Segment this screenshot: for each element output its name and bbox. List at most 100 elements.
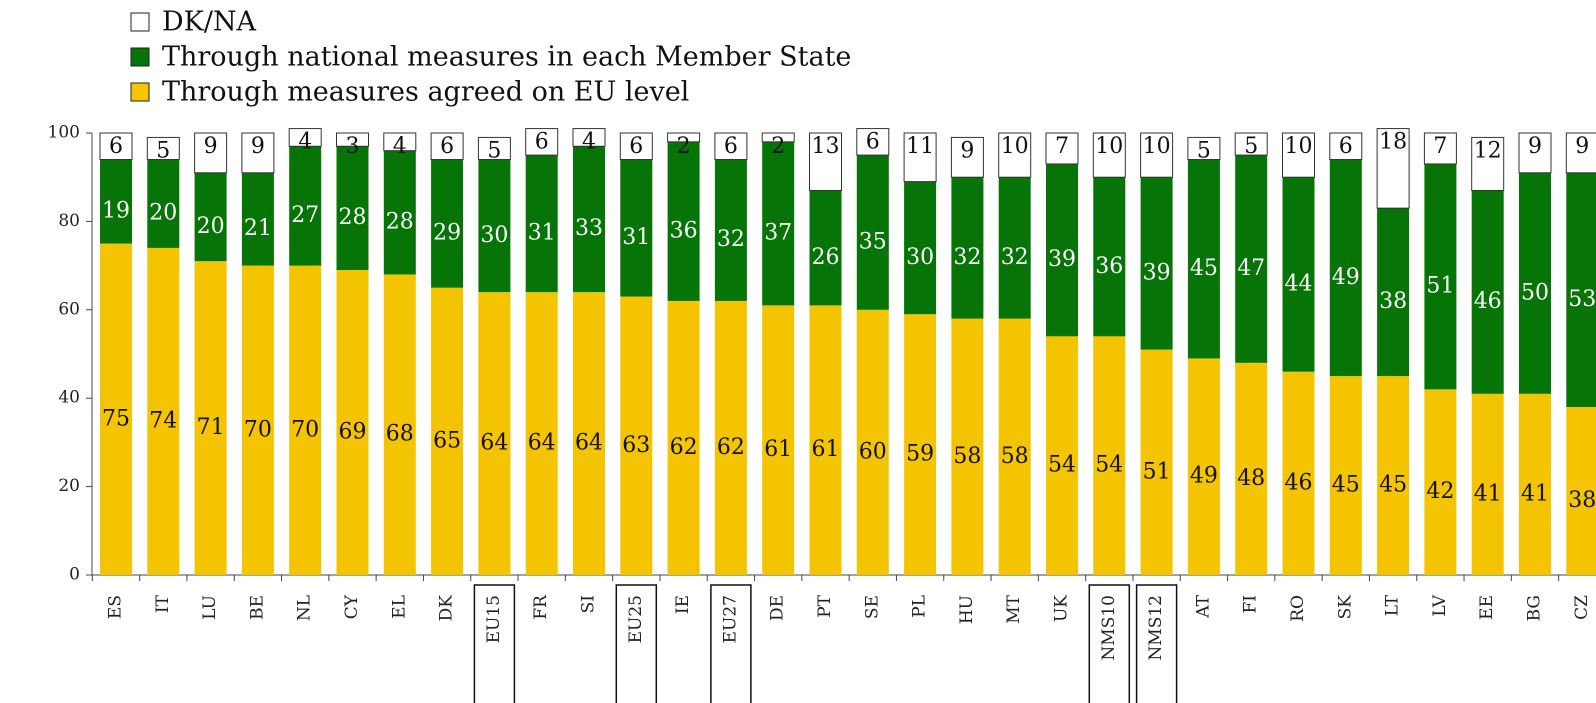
value-label: 5	[1244, 134, 1258, 159]
bar-segment	[1471, 393, 1504, 575]
bar-segment	[289, 146, 322, 266]
value-label: 10	[1285, 134, 1313, 159]
bar-segment	[147, 247, 180, 576]
bar-segment	[667, 300, 700, 575]
x-tick-label: LT	[1383, 594, 1403, 616]
value-label: 20	[149, 201, 177, 226]
bar-segment	[431, 287, 464, 575]
value-label: 61	[764, 437, 792, 462]
bar-segment	[573, 146, 605, 293]
value-label: 28	[339, 205, 367, 230]
value-label: 18	[1379, 130, 1407, 155]
value-label: 6	[109, 134, 123, 159]
value-label: 2	[771, 134, 785, 159]
bar-segment	[100, 243, 132, 575]
bar-segment	[904, 181, 937, 315]
bar-segment	[1329, 159, 1362, 377]
x-tick-label: SI	[579, 595, 599, 613]
value-label: 6	[440, 134, 454, 159]
bar-segment	[667, 141, 700, 301]
bar-segment	[430, 132, 464, 161]
value-label: 41	[1521, 481, 1549, 506]
value-label: 6	[535, 130, 549, 155]
x-tick-label: NL	[295, 595, 315, 621]
bar-segment	[525, 155, 558, 293]
bar-segment	[1093, 336, 1126, 575]
bar-segment	[1424, 163, 1457, 390]
bar-segment	[1092, 132, 1126, 178]
bar-segment	[809, 132, 842, 191]
bar-segment	[856, 155, 889, 310]
bar-segment	[1329, 132, 1363, 161]
value-label: 36	[1095, 254, 1123, 279]
x-tick-label: BG	[1525, 595, 1545, 621]
bar-segment	[383, 132, 417, 152]
bar-segment	[1376, 128, 1410, 209]
bar-segment	[714, 159, 747, 301]
bar-segment	[478, 292, 511, 575]
value-label: 53	[1568, 287, 1596, 312]
bar-segment	[336, 132, 369, 147]
value-label: 27	[291, 203, 319, 228]
value-label: 44	[1285, 271, 1313, 296]
category-box	[1135, 584, 1178, 703]
bar-segment	[1471, 136, 1505, 191]
value-label: 28	[386, 210, 414, 235]
value-label: 39	[1143, 260, 1171, 285]
value-label: 10	[1143, 134, 1171, 159]
value-label: 31	[622, 225, 650, 250]
bar-segment	[1187, 358, 1220, 575]
bar-segment	[951, 177, 984, 319]
bar-segment	[477, 136, 511, 161]
x-tick-label: EL	[389, 595, 409, 619]
bar-segment	[714, 132, 748, 161]
value-label: 13	[812, 134, 840, 159]
legend-label: Through measures agreed on EU level	[162, 77, 689, 108]
x-tick-label: EE	[1477, 595, 1497, 620]
value-label: 2	[677, 134, 691, 159]
value-label: 54	[1048, 453, 1076, 478]
x-tick-label: FI	[1241, 595, 1261, 614]
x-tick-label: IT	[153, 594, 173, 613]
bar-segment	[431, 159, 464, 288]
value-label: 51	[1426, 274, 1454, 299]
bar-segment	[620, 159, 653, 297]
x-tick-label: EU15	[484, 595, 504, 643]
legend-swatch	[130, 82, 150, 102]
bar-segment	[998, 132, 1032, 178]
bar-segment	[1093, 177, 1126, 337]
value-label: 60	[859, 439, 887, 464]
bar-segment	[1519, 172, 1551, 394]
x-tick-label: ES	[106, 595, 126, 619]
value-label: 6	[629, 134, 643, 159]
x-tick-label: CZ	[1572, 595, 1592, 620]
bar-segment	[1282, 177, 1315, 372]
y-tick-label: 0	[69, 565, 80, 585]
bar-segment	[619, 132, 653, 161]
y-tick-label: 100	[48, 123, 80, 143]
value-label: 51	[1143, 459, 1171, 484]
value-label: 45	[1379, 473, 1407, 498]
bar-segment	[1518, 132, 1552, 174]
value-label: 20	[197, 214, 225, 239]
bar-segment	[1235, 155, 1268, 363]
value-label: 64	[528, 431, 556, 456]
bar-segment	[525, 128, 559, 156]
bar-segment	[1565, 132, 1596, 174]
value-label: 9	[1575, 134, 1589, 159]
x-tick-label: RO	[1288, 595, 1308, 622]
bar-segment	[289, 265, 322, 575]
value-label: 39	[1048, 247, 1076, 272]
bar-segment	[1519, 393, 1551, 575]
x-tick-label: SK	[1335, 595, 1355, 620]
category-box	[473, 584, 516, 703]
bar-segment	[1424, 389, 1457, 575]
bar-segment	[762, 305, 795, 575]
x-tick-label: MT	[1004, 594, 1024, 623]
value-label: 4	[393, 134, 407, 159]
value-label: 5	[1197, 138, 1211, 163]
bar-segment	[241, 172, 274, 266]
bar-segment	[478, 159, 511, 293]
legend-swatch	[130, 47, 150, 67]
